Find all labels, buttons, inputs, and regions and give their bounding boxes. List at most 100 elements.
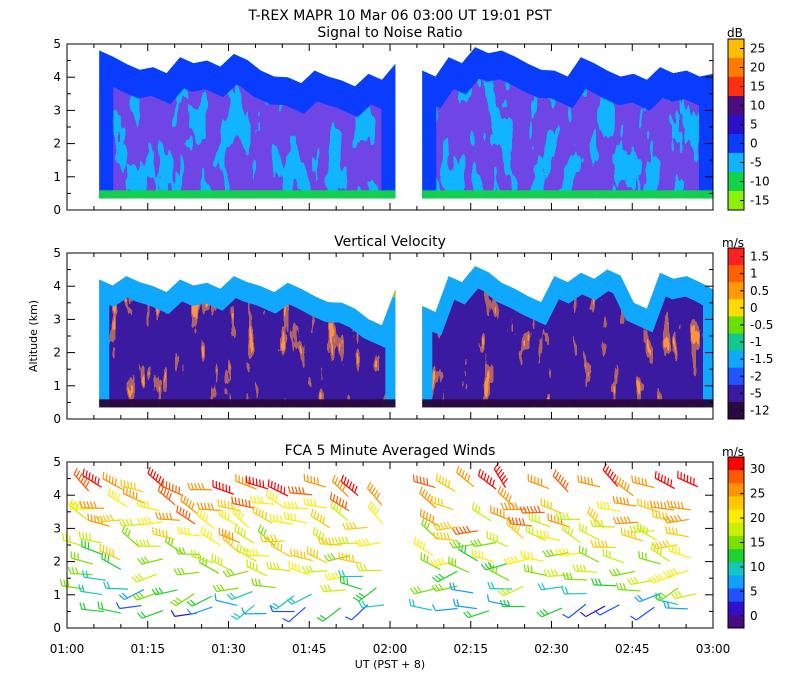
x-axis-label: UT (PST + 8) (355, 658, 425, 671)
wind-barb (409, 586, 436, 595)
wind-barb (169, 593, 195, 607)
wind-barb (67, 502, 94, 510)
wind-barb (602, 548, 625, 564)
wind-barb (663, 514, 689, 524)
x-tick-label: 01:30 (211, 642, 246, 656)
wind-barb (631, 475, 655, 489)
wind-barb (577, 474, 601, 488)
colorbar-label: 30 (750, 462, 765, 476)
wind-barb (283, 511, 308, 524)
wind-barb (528, 512, 551, 528)
wind-barb (301, 565, 328, 574)
colorbar-swatch (728, 153, 744, 173)
wind-barb (334, 536, 360, 545)
wind-barb (73, 467, 90, 492)
colorbar-label: 25 (750, 42, 765, 56)
wind-barb (523, 564, 548, 577)
wind-barb (337, 569, 364, 578)
wind-barb (82, 468, 102, 488)
wind-barb (120, 479, 144, 493)
wind-barb (95, 514, 122, 523)
wind-barb (615, 582, 641, 592)
wind-barb (449, 540, 476, 549)
y-tick-label: 0 (53, 412, 61, 426)
wind-barb (212, 479, 235, 495)
wind-barb (354, 538, 381, 547)
wind-barb (555, 512, 581, 521)
colorbar-swatch (728, 333, 744, 352)
wind-barb (231, 496, 255, 509)
vv-panel: Vertical Velocity 0 1 2 3 4 5 1.5 1 0.5 0 -0.5 -1 -… (27, 234, 773, 426)
colorbar-swatch (728, 509, 744, 524)
wind-barb (664, 526, 689, 538)
wind-barb (629, 524, 655, 533)
wind-barb (81, 539, 103, 556)
colorbar-swatch (728, 496, 744, 511)
colorbar-swatch (728, 299, 744, 317)
wind-barb (97, 601, 121, 614)
wind-barb (102, 471, 123, 490)
colorbar-swatch (728, 601, 744, 616)
wind-barb (525, 524, 547, 542)
wind-barb (527, 473, 550, 490)
wind-barb (289, 548, 313, 562)
colorbar-swatch (728, 248, 744, 266)
wind-barb (78, 584, 103, 596)
wind-barb (340, 474, 359, 497)
wind-barb (615, 475, 634, 497)
wind-barb (578, 545, 600, 563)
colorbar-label: 0 (750, 609, 758, 623)
wind-barb (218, 527, 241, 544)
wind-barb (471, 548, 494, 563)
wind-barb (448, 556, 470, 573)
wind-barb (135, 539, 161, 547)
wind-barb (82, 570, 107, 581)
colorbar-swatch (728, 522, 744, 537)
snr-title: Signal to Noise Ratio (317, 25, 462, 41)
x-tick-label: 01:15 (130, 642, 165, 656)
colorbar-swatch (728, 172, 744, 192)
wind-barb (555, 547, 581, 557)
wind-barb (118, 518, 145, 527)
wind-barb (70, 551, 94, 565)
colorbar-label: 20 (750, 511, 765, 525)
snr-image (99, 47, 713, 199)
wind-barb (245, 475, 269, 490)
wind-barb (115, 602, 142, 610)
vv-colorbar: 1.5 1 0.5 0 -0.5 -1 -1.5 -2 -5 -12 (727, 247, 773, 420)
wind-barb (131, 573, 158, 583)
wind-barb (270, 538, 292, 558)
vv-y-ticks: 0 1 2 3 4 5 (53, 246, 713, 426)
wind-barb (572, 564, 598, 573)
wind-barb (456, 465, 475, 488)
wind-barb (561, 587, 587, 595)
wind-barb (419, 486, 437, 509)
wind-barb (470, 538, 497, 548)
wind-barb (668, 543, 691, 559)
wind-barb (79, 602, 104, 613)
wind-barb (101, 551, 122, 571)
colorbar-label: 0 (750, 137, 758, 151)
winds-barbs (59, 463, 699, 623)
wind-barb (186, 595, 213, 607)
wind-barb (173, 567, 200, 576)
y-tick-label: 3 (53, 103, 61, 117)
wind-barb (122, 486, 144, 504)
wind-barb (520, 550, 544, 562)
wind-barb (662, 567, 689, 578)
y-axis-label: Altitude (km) (27, 300, 40, 372)
colorbar-swatch (728, 350, 744, 369)
colorbar-swatch (728, 39, 744, 59)
y-tick-label: 2 (53, 555, 61, 569)
colorbar-swatch (728, 191, 744, 211)
winds-units-label: m/s (722, 445, 744, 459)
wind-barb (187, 482, 213, 491)
wind-barb (480, 561, 507, 571)
y-tick-label: 4 (53, 279, 61, 293)
vv-units-label: m/s (722, 236, 744, 250)
wind-barb (579, 605, 606, 618)
wind-barb (244, 548, 270, 557)
wind-barb (136, 516, 163, 526)
colorbar-label: 15 (750, 80, 765, 94)
